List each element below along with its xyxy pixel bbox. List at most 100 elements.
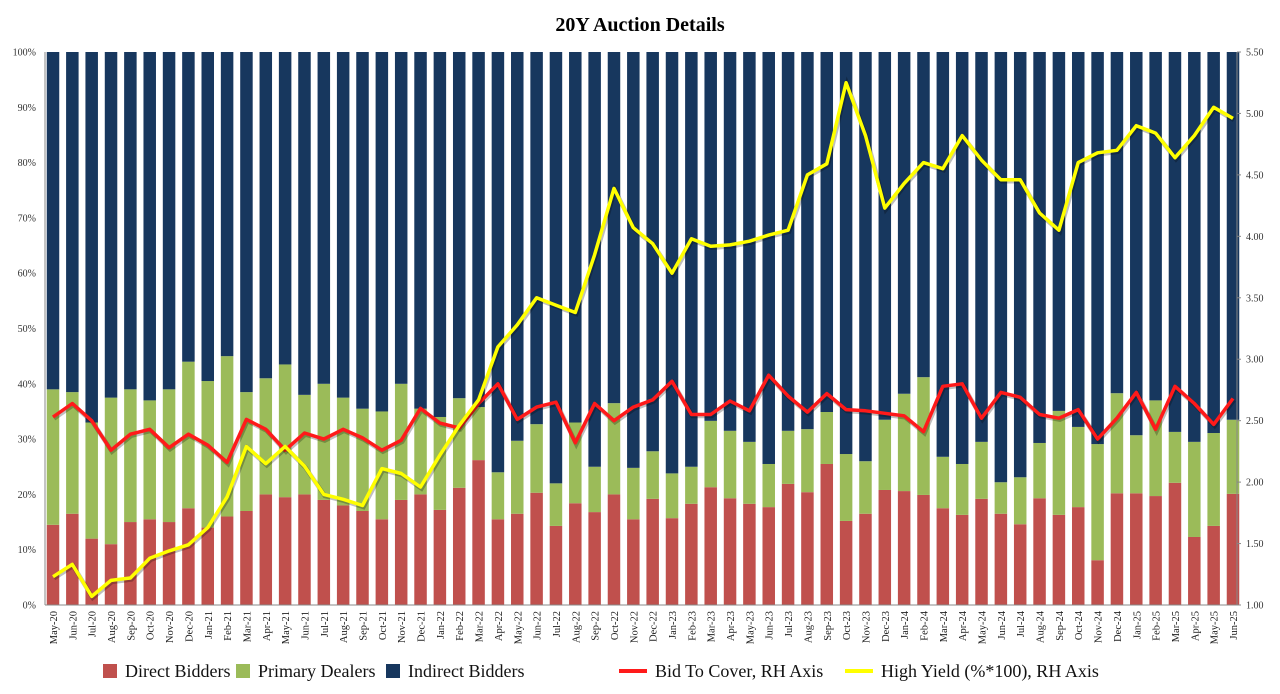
bar-primary-dealers-dec-21: [414, 408, 427, 495]
x-tick-label: Feb-24: [920, 610, 931, 640]
bar-direct-bidders-mar-25: [1168, 482, 1182, 605]
x-tick-label: Nov-20: [165, 611, 176, 643]
bar-indirect-bidders-nov-21: [394, 52, 408, 384]
bar-primary-dealers-may-21: [278, 364, 292, 498]
bar-direct-bidders-may-20: [46, 524, 60, 605]
bar-primary-dealers-feb-23: [685, 466, 698, 504]
bar-indirect-bidders-dec-20: [182, 52, 195, 362]
left-tick-label: 50%: [18, 324, 36, 335]
x-tick-label: Aug-21: [339, 611, 350, 643]
x-tick-label: Sep-20: [126, 611, 137, 641]
x-tick-label: Oct-20: [146, 611, 157, 640]
bar-direct-bidders-jun-20: [66, 513, 79, 605]
bar-primary-dealers-jul-22: [549, 483, 563, 526]
bar-indirect-bidders-may-20: [46, 52, 60, 390]
bar-direct-bidders-nov-20: [162, 522, 176, 605]
bar-indirect-bidders-jan-21: [201, 52, 215, 382]
bar-indirect-bidders-sep-20: [124, 52, 137, 390]
bar-indirect-bidders-jul-20: [85, 52, 98, 423]
x-tick-label: Aug-22: [571, 611, 582, 643]
left-tick-label: 70%: [18, 213, 36, 224]
bar-primary-dealers-jan-25: [1130, 435, 1143, 494]
bar-primary-dealers-may-24: [975, 441, 988, 499]
x-tick-label: Jul-23: [784, 611, 795, 637]
bar-indirect-bidders-feb-22: [452, 52, 466, 399]
left-tick-label: 100%: [13, 48, 36, 59]
bar-indirect-bidders-jul-21: [317, 52, 331, 384]
x-tick-label: Dec-22: [649, 611, 660, 642]
bar-primary-dealers-dec-23: [878, 419, 892, 490]
bar-direct-bidders-may-24: [975, 498, 988, 605]
bar-direct-bidders-oct-20: [143, 519, 156, 605]
bar-direct-bidders-sep-24: [1052, 514, 1066, 605]
bar-indirect-bidders-apr-24: [955, 52, 969, 464]
bar-direct-bidders-aug-20: [104, 544, 118, 605]
right-tick-label: 4.00: [1246, 232, 1264, 243]
left-tick-label: 10%: [18, 545, 36, 556]
bar-primary-dealers-feb-25: [1149, 400, 1162, 497]
bar-direct-bidders-mar-23: [704, 487, 717, 605]
x-tick-label: Nov-23: [862, 611, 873, 643]
bar-direct-bidders-jun-23: [762, 507, 775, 605]
bar-indirect-bidders-nov-24: [1091, 52, 1104, 445]
right-tick-label: 5.50: [1246, 48, 1264, 59]
bar-indirect-bidders-jul-24: [1013, 52, 1027, 478]
bar-direct-bidders-may-25: [1207, 525, 1220, 605]
legend: Direct Bidders Primary Dealers Indirect Bi…: [103, 661, 1099, 682]
bar-direct-bidders-apr-21: [259, 494, 273, 605]
x-tick-label: Jan-21: [204, 611, 215, 639]
x-tick-label: Apr-23: [726, 611, 737, 641]
bar-primary-dealers-sep-24: [1052, 410, 1066, 515]
bar-primary-dealers-aug-23: [801, 429, 814, 493]
bar-primary-dealers-mar-24: [936, 456, 950, 509]
bar-primary-dealers-jan-21: [201, 381, 215, 528]
bar-indirect-bidders-mar-25: [1168, 52, 1182, 432]
bar-primary-dealers-oct-21: [375, 411, 389, 520]
legend-swatch-direct-bidders: [103, 664, 117, 678]
x-tick-label: Jan-23: [668, 611, 679, 639]
bar-primary-dealers-nov-20: [162, 389, 176, 523]
x-tick-label: May-25: [1210, 611, 1221, 644]
bar-indirect-bidders-jul-23: [781, 52, 795, 431]
x-tick-label: Jul-24: [1016, 610, 1027, 637]
bar-direct-bidders-feb-22: [452, 487, 466, 605]
left-tick-label: 80%: [18, 158, 36, 169]
bar-indirect-bidders-jun-20: [66, 52, 79, 393]
bar-primary-dealers-nov-24: [1091, 444, 1104, 561]
x-tick-label: Mar-24: [939, 610, 950, 642]
x-tick-label: Oct-24: [1074, 610, 1085, 640]
bar-primary-dealers-aug-21: [336, 397, 350, 506]
bar-primary-dealers-sep-22: [588, 466, 601, 513]
bar-indirect-bidders-jan-23: [665, 52, 679, 474]
bar-primary-dealers-jun-25: [1226, 419, 1240, 494]
right-tick-label: 2.50: [1246, 416, 1264, 427]
x-tick-label: Aug-20: [107, 611, 118, 643]
x-tick-label: Jul-20: [88, 611, 99, 637]
bar-direct-bidders-jun-24: [994, 513, 1008, 605]
bar-primary-dealers-jun-24: [994, 482, 1008, 514]
bar-primary-dealers-apr-23: [723, 430, 737, 499]
bar-direct-bidders-feb-23: [685, 503, 698, 605]
bar-indirect-bidders-aug-22: [569, 52, 582, 423]
bar-indirect-bidders-sep-21: [356, 52, 369, 409]
bar-indirect-bidders-apr-23: [723, 52, 737, 431]
x-tick-label: Mar-25: [1171, 611, 1182, 642]
line-bid-to-cover-rh-axis: [51, 373, 1235, 465]
x-tick-label: Jul-22: [552, 611, 563, 637]
bar-direct-bidders-apr-23: [723, 498, 737, 605]
x-tick-label: Apr-22: [494, 611, 505, 641]
bar-direct-bidders-feb-25: [1149, 496, 1162, 605]
bar-indirect-bidders-may-24: [975, 52, 988, 442]
bar-indirect-bidders-dec-24: [1110, 52, 1124, 394]
legend-label-indirect-bidders: Indirect Bidders: [408, 661, 524, 681]
bar-indirect-bidders-jun-25: [1226, 52, 1240, 420]
bar-primary-dealers-mar-23: [704, 420, 717, 488]
bar-direct-bidders-sep-23: [820, 463, 834, 605]
bar-direct-bidders-apr-25: [1188, 536, 1201, 605]
bar-direct-bidders-jun-21: [298, 494, 311, 605]
right-tick-label: 3.00: [1246, 355, 1264, 366]
left-tick-label: 20%: [18, 490, 36, 501]
bar-direct-bidders-apr-24: [955, 514, 969, 605]
bar-direct-bidders-nov-23: [859, 513, 872, 605]
